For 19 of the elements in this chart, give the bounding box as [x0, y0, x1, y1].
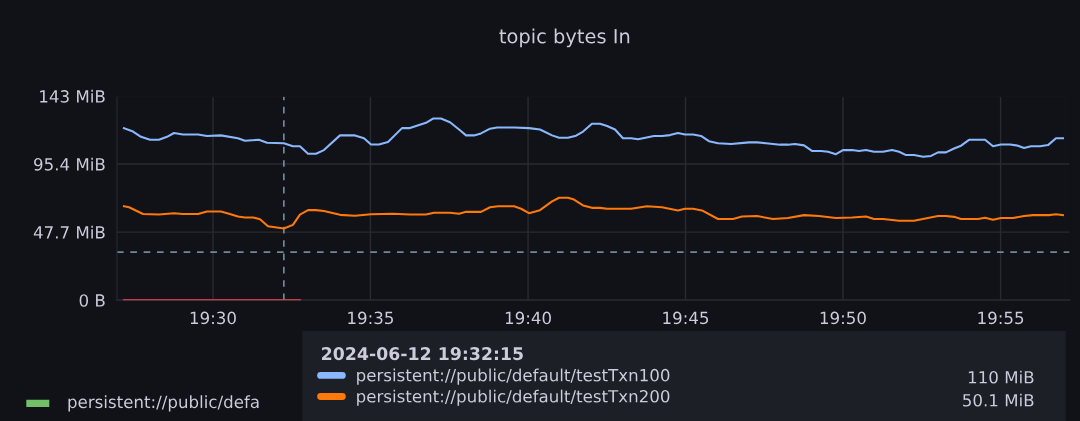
text: persistent://public/defa [68, 395, 259, 412]
y-tick-label: 0 B [79, 294, 105, 307]
y-tick-label: 143 MiB [40, 89, 105, 103]
text: 110 MiB [968, 370, 1034, 384]
x-tick-label: 19:35 [348, 311, 393, 325]
x-tick-label: 19:40 [505, 311, 551, 325]
line-series [122, 117, 1064, 158]
x-tick-label: 19:55 [978, 311, 1024, 325]
x-tick-label: 19:50 [820, 311, 866, 325]
y-tick-label: 47.7 MiB [33, 225, 105, 239]
text: 50.1 MiB [963, 393, 1034, 407]
legend-label: persistent://public/default/testTxn200 [357, 389, 670, 406]
line-series [122, 196, 1064, 230]
legend-title: 2024-06-12 19:32:15 [322, 347, 523, 361]
y-tick-label: 95.4 MiB [34, 157, 105, 171]
chart-title: topic bytes In [499, 28, 630, 48]
legend-label: persistent://public/default/testTxn100 [357, 368, 670, 385]
x-tick-label: 19:45 [663, 311, 709, 325]
x-tick-label: 19:30 [190, 311, 236, 325]
